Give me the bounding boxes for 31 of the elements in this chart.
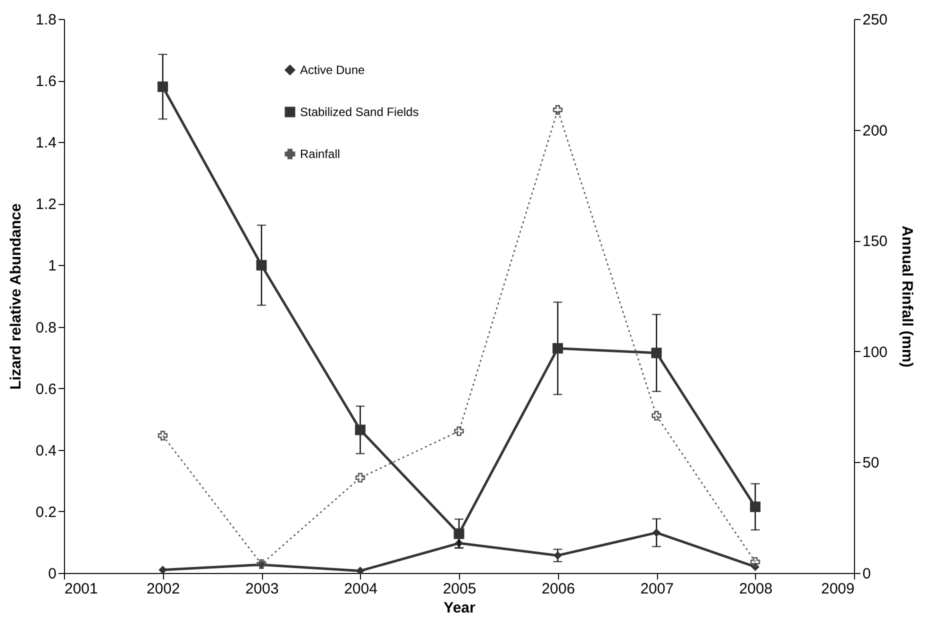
y-tick-label: 1.6 bbox=[36, 73, 56, 90]
x-tick-label: 2001 bbox=[64, 580, 98, 598]
x-tick-label: 2002 bbox=[146, 580, 180, 598]
y2-tick-label: 100 bbox=[862, 344, 888, 361]
legend-label: Rainfall bbox=[300, 147, 340, 161]
y2-tick-label: 0 bbox=[862, 566, 871, 582]
y-tick-label: 0.6 bbox=[36, 380, 56, 398]
y2-axis-title: Annual Rinfall (mm) bbox=[898, 226, 916, 368]
x-tick-label: 2005 bbox=[442, 580, 476, 598]
legend-label: Stabilized Sand Fields bbox=[300, 105, 419, 119]
x-tick-label: 2008 bbox=[739, 580, 772, 598]
x-tick-label: 2007 bbox=[640, 580, 674, 598]
y-tick-label: 0 bbox=[48, 566, 56, 582]
legend-label: Active Dune bbox=[300, 63, 366, 77]
y-tick-label: 0.8 bbox=[36, 319, 56, 336]
x-tick-label: 2006 bbox=[542, 580, 575, 598]
x-tick-label: 2004 bbox=[344, 580, 378, 598]
y-tick-label: 1.8 bbox=[36, 12, 56, 28]
y2-tick-label: 150 bbox=[862, 233, 888, 250]
y-tick-label: 1.4 bbox=[36, 134, 56, 152]
y-tick-label: 1.2 bbox=[36, 196, 56, 214]
y-axis-title: Lizard relative Abundance bbox=[8, 203, 25, 390]
x-tick-label: 2003 bbox=[245, 580, 279, 598]
y-tick-label: 0.4 bbox=[36, 442, 56, 460]
y2-tick-label: 200 bbox=[862, 122, 888, 140]
y-tick-label: 0.2 bbox=[36, 504, 56, 521]
y-tick-label: 1 bbox=[48, 258, 56, 275]
x-tick-label: 2009 bbox=[821, 580, 854, 598]
x-axis-title: Year bbox=[444, 600, 476, 616]
y2-tick-label: 50 bbox=[862, 454, 880, 472]
y2-tick-label: 250 bbox=[862, 12, 888, 28]
